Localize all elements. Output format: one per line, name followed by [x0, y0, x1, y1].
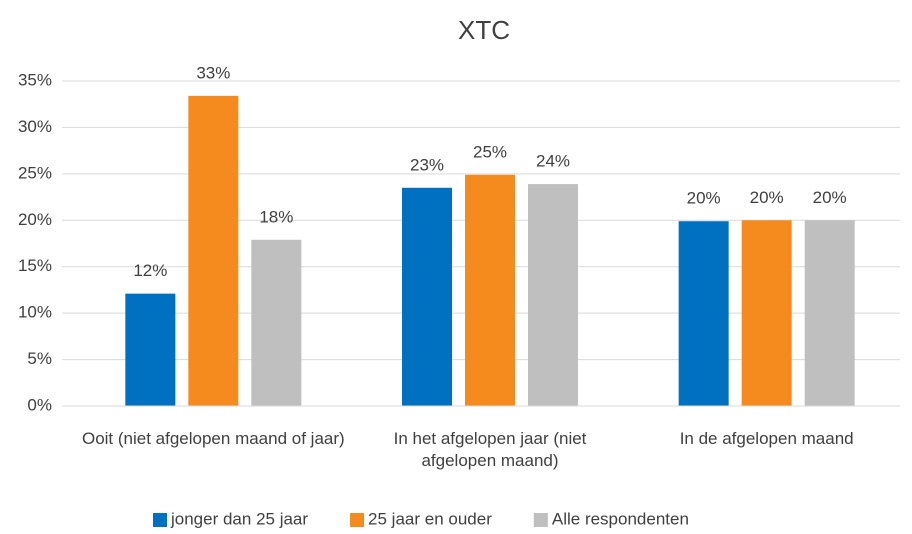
legend-swatch — [153, 513, 167, 527]
bar — [804, 220, 855, 406]
legend-label: jonger dan 25 jaar — [170, 509, 308, 528]
data-label: 20% — [687, 189, 721, 208]
y-tick-label: 10% — [18, 303, 52, 322]
bar — [251, 239, 302, 406]
y-tick-label: 15% — [18, 256, 52, 275]
x-tick-label: In de afgelopen maand — [679, 429, 854, 448]
y-tick-label: 25% — [18, 163, 52, 182]
bar — [741, 220, 792, 406]
data-label: 20% — [750, 188, 784, 207]
data-label: 20% — [813, 188, 847, 207]
y-tick-label: 0% — [27, 395, 52, 414]
x-tick-label: Ooit (niet afgelopen maand of jaar) — [81, 429, 345, 448]
bar — [678, 221, 729, 406]
y-tick-label: 35% — [18, 70, 52, 89]
legend-label: Alle respondenten — [552, 509, 689, 528]
legend-swatch — [350, 513, 365, 527]
legend-label: 25 jaar en ouder — [368, 509, 492, 528]
x-tick-label: In het afgelopen jaar (niet afgelopen ma… — [393, 429, 587, 470]
data-label: 18% — [259, 207, 293, 226]
chart-title: XTC — [458, 15, 510, 45]
data-label: 24% — [536, 152, 570, 171]
y-tick-label: 5% — [27, 349, 52, 368]
bar — [402, 187, 452, 406]
y-tick-label: 20% — [18, 210, 52, 229]
bar — [528, 184, 578, 406]
y-tick-label: 30% — [18, 117, 52, 136]
data-label: 12% — [133, 261, 167, 280]
bar — [188, 95, 239, 406]
data-label: 23% — [410, 155, 444, 174]
bar — [125, 293, 176, 406]
data-label: 33% — [196, 63, 230, 82]
data-label: 25% — [473, 142, 507, 161]
bar — [465, 174, 515, 406]
legend-swatch — [533, 513, 548, 527]
